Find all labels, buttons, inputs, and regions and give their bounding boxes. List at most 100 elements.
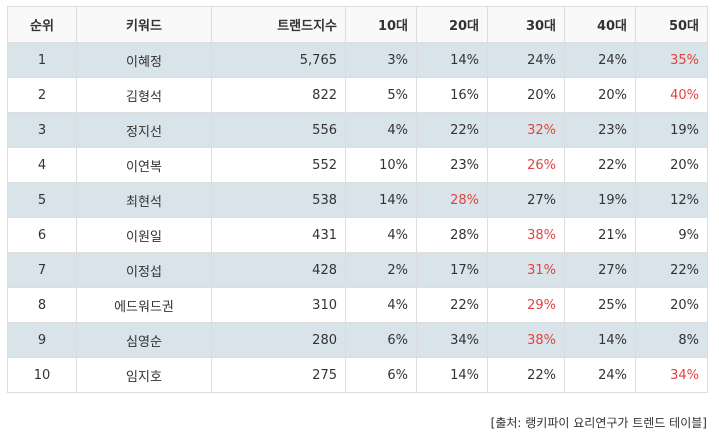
cell-age-20: 28% [416,182,488,218]
cell-keyword: 심영순 [76,322,212,358]
header-age-40: 40대 [564,6,636,43]
header-age-30: 30대 [487,6,565,43]
cell-age-20: 34% [416,322,488,358]
cell-age-50: 22% [635,252,708,288]
cell-age-20: 14% [416,42,488,78]
table-row: 10 임지호 275 6% 14% 22% 24% 34% [7,357,708,393]
table-row: 4 이연복 552 10% 23% 26% 22% 20% [7,147,708,183]
header-age-10: 10대 [345,6,417,43]
cell-age-50: 19% [635,112,708,148]
cell-age-10: 2% [345,252,417,288]
cell-age-40: 14% [564,322,636,358]
cell-age-40: 27% [564,252,636,288]
cell-rank: 8 [7,287,77,323]
header-rank: 순위 [7,6,77,43]
cell-age-10: 4% [345,217,417,253]
cell-age-40: 20% [564,77,636,113]
cell-rank: 6 [7,217,77,253]
cell-rank: 2 [7,77,77,113]
cell-age-40: 19% [564,182,636,218]
cell-age-10: 4% [345,287,417,323]
cell-trend-index: 822 [211,77,346,113]
cell-age-30: 24% [487,42,565,78]
cell-age-20: 17% [416,252,488,288]
table-row: 7 이정섭 428 2% 17% 31% 27% 22% [7,252,708,288]
cell-age-30: 31% [487,252,565,288]
cell-age-20: 16% [416,77,488,113]
cell-rank: 1 [7,42,77,78]
cell-age-10: 10% [345,147,417,183]
cell-age-20: 28% [416,217,488,253]
cell-age-50: 35% [635,42,708,78]
table-row: 8 에드워드권 310 4% 22% 29% 25% 20% [7,287,708,323]
cell-age-30: 22% [487,357,565,393]
cell-trend-index: 280 [211,322,346,358]
cell-age-50: 12% [635,182,708,218]
cell-rank: 7 [7,252,77,288]
cell-age-50: 20% [635,287,708,323]
cell-rank: 10 [7,357,77,393]
cell-age-30: 26% [487,147,565,183]
cell-age-10: 4% [345,112,417,148]
cell-rank: 3 [7,112,77,148]
cell-age-20: 22% [416,287,488,323]
cell-rank: 4 [7,147,77,183]
table-row: 3 정지선 556 4% 22% 32% 23% 19% [7,112,708,148]
cell-trend-index: 428 [211,252,346,288]
cell-keyword: 최현석 [76,182,212,218]
cell-keyword: 이정섭 [76,252,212,288]
cell-age-20: 14% [416,357,488,393]
table-body: 1 이혜정 5,765 3% 14% 24% 24% 35% 2 김형석 822… [7,42,708,393]
table-row: 6 이원일 431 4% 28% 38% 21% 9% [7,217,708,253]
table-row: 5 최현석 538 14% 28% 27% 19% 12% [7,182,708,218]
cell-age-50: 9% [635,217,708,253]
cell-keyword: 이연복 [76,147,212,183]
cell-keyword: 정지선 [76,112,212,148]
cell-age-30: 20% [487,77,565,113]
cell-keyword: 이원일 [76,217,212,253]
cell-age-40: 24% [564,42,636,78]
cell-age-40: 21% [564,217,636,253]
cell-age-50: 20% [635,147,708,183]
cell-trend-index: 538 [211,182,346,218]
cell-rank: 9 [7,322,77,358]
cell-trend-index: 275 [211,357,346,393]
cell-age-30: 27% [487,182,565,218]
table-row: 1 이혜정 5,765 3% 14% 24% 24% 35% [7,42,708,78]
cell-age-30: 38% [487,322,565,358]
table-header-row: 순위 키워드 트랜드지수 10대 20대 30대 40대 50대 [7,6,708,43]
table-row: 2 김형석 822 5% 16% 20% 20% 40% [7,77,708,113]
cell-keyword: 임지호 [76,357,212,393]
cell-age-40: 23% [564,112,636,148]
cell-age-10: 14% [345,182,417,218]
cell-trend-index: 310 [211,287,346,323]
cell-age-10: 6% [345,322,417,358]
cell-rank: 5 [7,182,77,218]
cell-age-30: 32% [487,112,565,148]
cell-age-20: 23% [416,147,488,183]
cell-age-10: 6% [345,357,417,393]
cell-age-20: 22% [416,112,488,148]
cell-keyword: 이혜정 [76,42,212,78]
header-age-20: 20대 [416,6,488,43]
cell-trend-index: 556 [211,112,346,148]
cell-age-50: 40% [635,77,708,113]
cell-keyword: 김형석 [76,77,212,113]
source-caption: [출처: 랭키파이 요리연구가 트렌드 테이블] [490,416,707,430]
header-trend-index: 트랜드지수 [211,6,346,43]
cell-keyword: 에드워드권 [76,287,212,323]
cell-age-10: 3% [345,42,417,78]
cell-trend-index: 431 [211,217,346,253]
cell-age-30: 38% [487,217,565,253]
cell-age-30: 29% [487,287,565,323]
cell-age-40: 25% [564,287,636,323]
cell-age-50: 34% [635,357,708,393]
cell-age-40: 24% [564,357,636,393]
trend-table: 순위 키워드 트랜드지수 10대 20대 30대 40대 50대 1 이혜정 5… [7,6,708,393]
cell-age-10: 5% [345,77,417,113]
cell-trend-index: 5,765 [211,42,346,78]
header-age-50: 50대 [635,6,708,43]
table-row: 9 심영순 280 6% 34% 38% 14% 8% [7,322,708,358]
cell-trend-index: 552 [211,147,346,183]
